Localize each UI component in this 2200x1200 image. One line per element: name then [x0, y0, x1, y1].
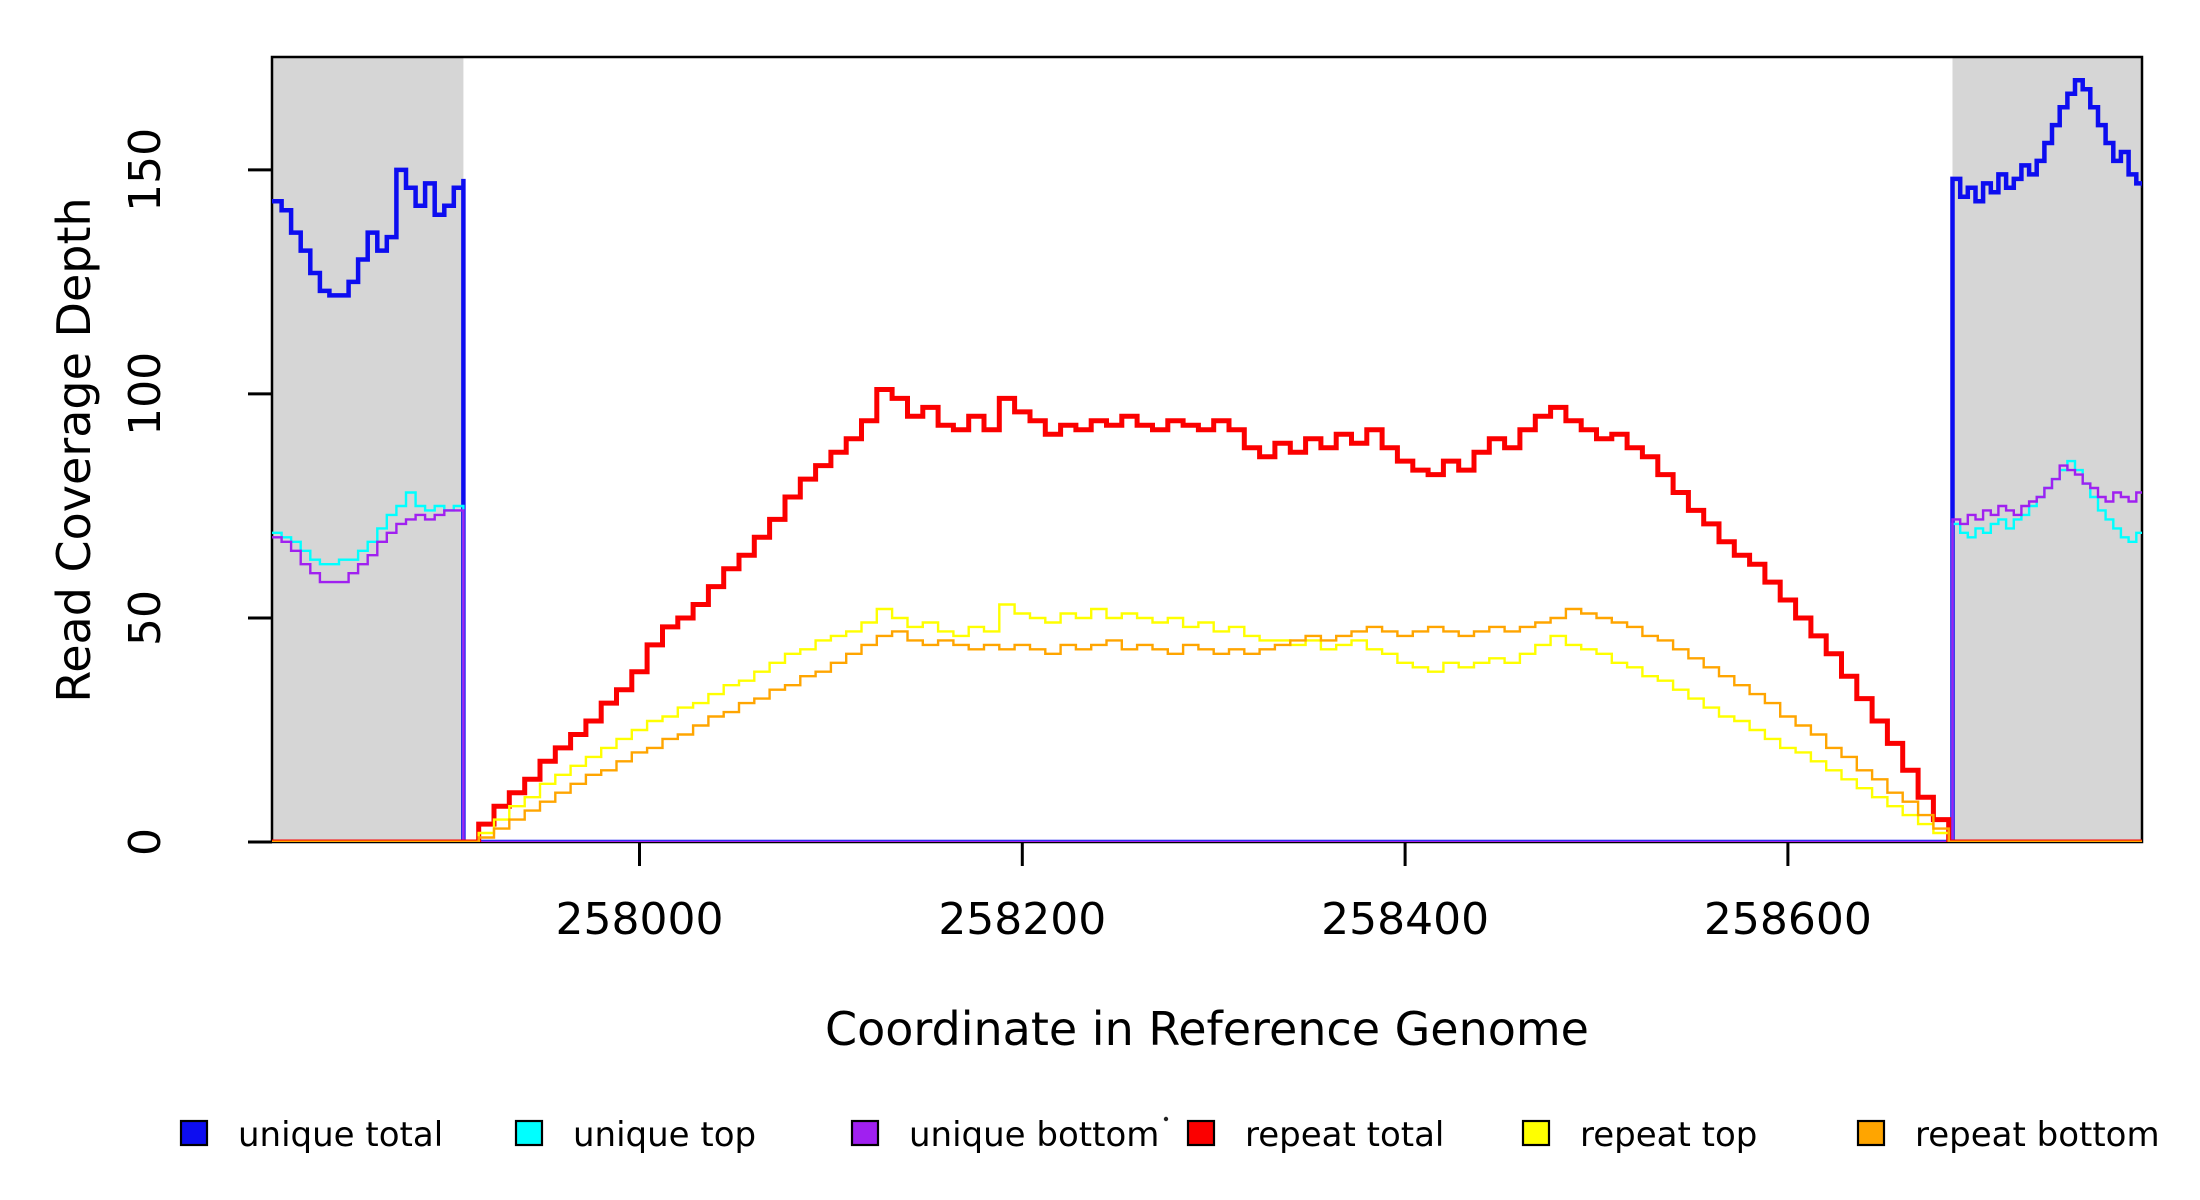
plot-area: 258000 258200 258400 258600 0 50 100 150	[120, 55, 2144, 945]
x-tick-label: 258000	[556, 894, 724, 945]
legend-item: repeat top	[1521, 1115, 1757, 1155]
y-tick-label: 100	[120, 352, 171, 436]
y-tick-label: 0	[120, 828, 171, 856]
legend-swatch-repeat-total	[1186, 1119, 1216, 1147]
series-repeat-top	[272, 603, 2142, 842]
legend-label: unique bottom	[909, 1115, 1159, 1155]
legend-label: repeat bottom	[1915, 1115, 2160, 1155]
legend-swatch-unique-top	[514, 1119, 544, 1147]
legend-item: repeat bottom	[1856, 1115, 2160, 1155]
y-axis-title: Read Coverage Depth	[47, 197, 101, 702]
legend-item: unique total	[179, 1115, 443, 1155]
legend-label: unique total	[238, 1115, 443, 1155]
series-unique-total	[272, 78, 2142, 842]
legend-item: unique top	[514, 1115, 756, 1155]
series-unique-bottom	[272, 464, 2142, 842]
series-repeat-total	[272, 387, 2142, 842]
legend-swatch-repeat-bottom	[1856, 1119, 1886, 1147]
x-axis-title: Coordinate in Reference Genome	[825, 1002, 1589, 1056]
legend-label: repeat total	[1245, 1115, 1444, 1155]
series-repeat-bottom	[272, 607, 2142, 842]
shaded-flank-region	[1952, 57, 2142, 842]
legend-swatch-unique-total	[179, 1119, 209, 1147]
legend-stray-dot	[1163, 1116, 1169, 1122]
y-tick-label: 150	[120, 128, 171, 212]
plot-border	[270, 55, 2144, 844]
y-tick-label: 50	[120, 590, 171, 646]
shaded-flank-region	[272, 57, 464, 842]
x-tick-label: 258400	[1321, 894, 1489, 945]
legend-item: repeat total	[1186, 1115, 1444, 1155]
legend-swatch-unique-bottom	[850, 1119, 880, 1147]
legend-item: unique bottom	[850, 1115, 1159, 1155]
legend-label: repeat top	[1580, 1115, 1757, 1155]
legend-label: unique top	[573, 1115, 756, 1155]
legend: unique total unique top unique bottom re…	[179, 1115, 2160, 1155]
legend-swatch-repeat-top	[1521, 1119, 1551, 1147]
x-tick-label: 258200	[938, 894, 1106, 945]
x-tick-label: 258600	[1704, 894, 1872, 945]
